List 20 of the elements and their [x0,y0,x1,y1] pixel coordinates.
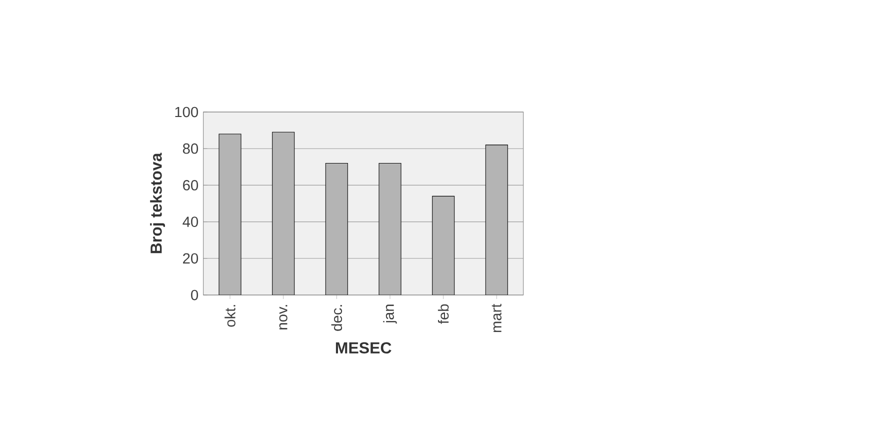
x-tick-label: feb [438,304,449,324]
y-tick-label: 80 [182,143,198,154]
y-tick-label: 100 [175,106,198,118]
y-tick-label: 40 [182,216,198,227]
bar [378,162,402,295]
x-tick-label: dec. [331,305,342,331]
y-tick-label: 20 [183,253,198,264]
x-tick-label: jan [383,304,397,324]
y-tick-label: 0 [191,290,198,300]
bar [432,196,455,295]
bar [218,134,242,295]
y-tick-label: 60 [183,180,198,190]
x-tick-label: nov. [279,305,288,330]
bar [272,132,295,295]
y-axis-title: Broj tekstova [150,152,166,254]
x-tick-label: okt. [224,305,236,327]
x-tick-label: mart [492,304,502,332]
x-axis-title: MESEC [336,342,392,354]
bar [485,144,508,295]
bar [325,162,348,295]
